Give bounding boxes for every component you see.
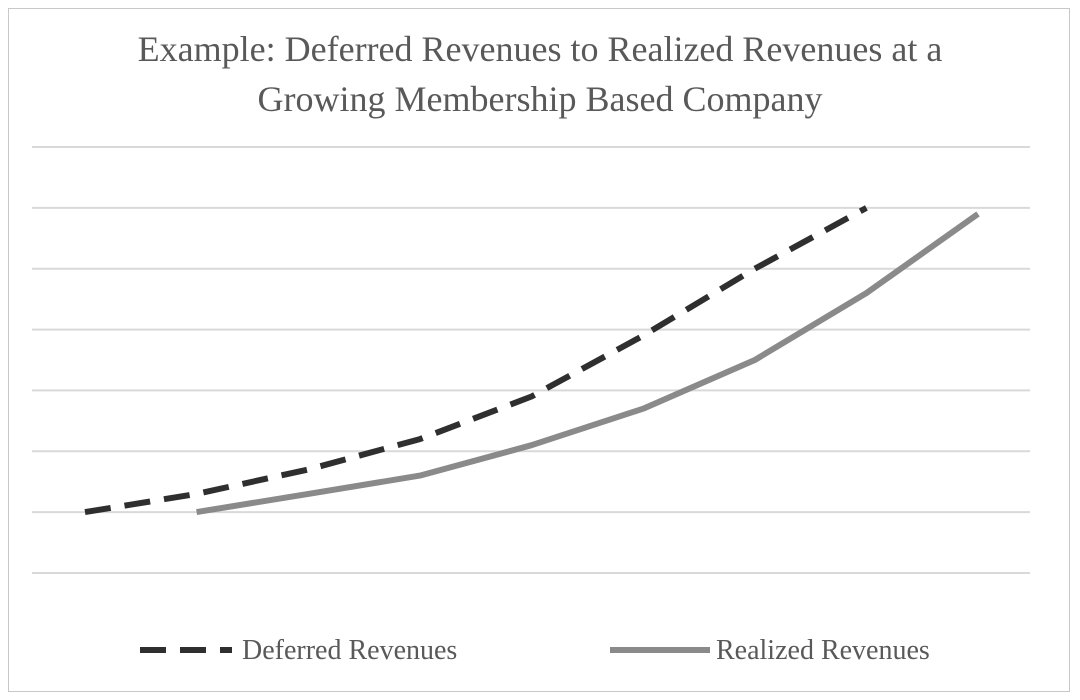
legend-label-realized: Realized Revenues <box>716 635 930 666</box>
chart-title: Example: Deferred Revenues to Realized R… <box>0 24 1080 124</box>
legend: Deferred Revenues Realized Revenues <box>140 635 930 666</box>
chart-title-line-2: Growing Membership Based Company <box>257 79 823 119</box>
series-line-deferred-revenues <box>84 205 868 516</box>
chart-frame <box>8 8 1070 692</box>
series-line-realized-revenues <box>196 211 980 516</box>
legend-label-deferred: Deferred Revenues <box>242 635 457 666</box>
chart-title-line-1: Example: Deferred Revenues to Realized R… <box>137 29 943 69</box>
gridlines <box>32 146 1030 574</box>
series-layer <box>84 205 980 516</box>
